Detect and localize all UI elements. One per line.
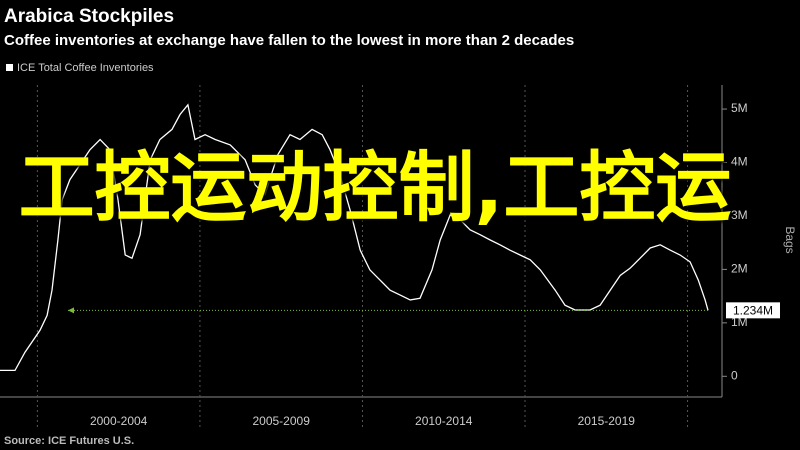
y-tick-label: 0 bbox=[731, 368, 738, 382]
y-tick-label: 5M bbox=[731, 101, 748, 115]
y-tick-label: 3M bbox=[731, 208, 748, 222]
x-tick-label: 2015-2019 bbox=[578, 414, 636, 428]
last-value-box bbox=[726, 302, 780, 319]
y-tick-label: 4M bbox=[731, 155, 748, 169]
y-tick-label: 1M bbox=[731, 315, 748, 329]
source: Source: ICE Futures U.S. bbox=[4, 435, 134, 447]
legend-label: ICE Total Coffee Inventories bbox=[17, 62, 154, 74]
last-value-arrow bbox=[68, 307, 74, 314]
y-axis-label: Bags bbox=[783, 226, 797, 253]
x-tick-label: 2005-2009 bbox=[252, 414, 310, 428]
chart-title: Arabica Stockpiles bbox=[4, 6, 174, 27]
last-value-label: 1.234M bbox=[733, 304, 773, 318]
legend-swatch bbox=[6, 64, 13, 71]
line bbox=[0, 103, 709, 372]
overlay-text: 工控运动控制,工控运 bbox=[18, 143, 732, 232]
x-tick-label: 2010-2014 bbox=[415, 414, 473, 428]
y-tick-label: 2M bbox=[731, 262, 748, 276]
chart-subtitle: Coffee inventories at exchange have fall… bbox=[4, 32, 574, 49]
x-tick-label: 2000-2004 bbox=[90, 414, 148, 428]
